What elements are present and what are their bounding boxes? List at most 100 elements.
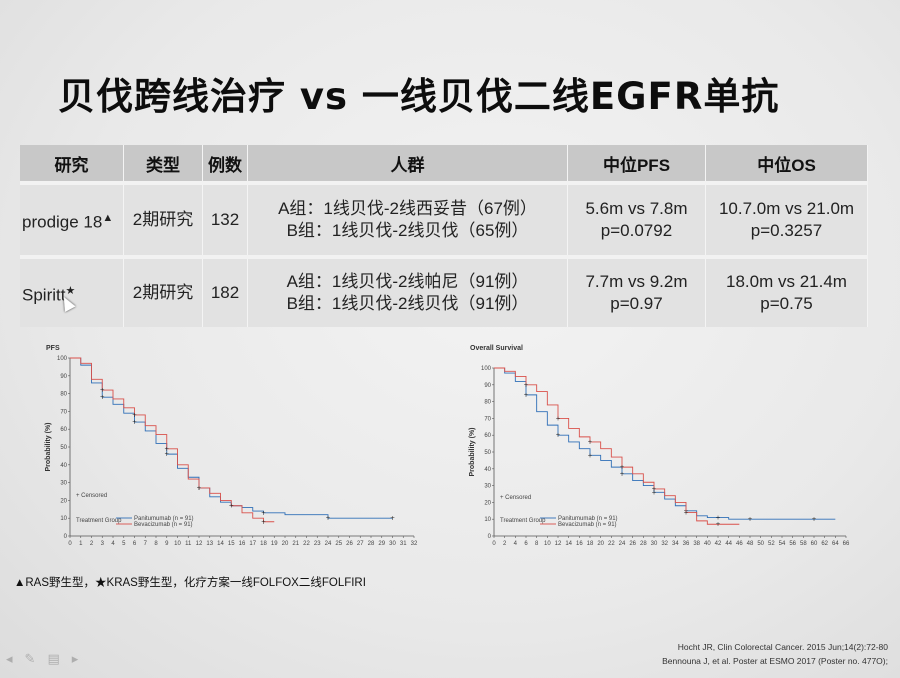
- pfs-value: 5.6m vs 7.8m: [585, 199, 688, 218]
- x-tick-label: 54: [779, 541, 786, 547]
- x-tick-label: 10: [174, 541, 181, 547]
- pen-icon[interactable]: ✎: [24, 652, 36, 667]
- x-tick-label: 23: [314, 541, 321, 547]
- type-cell: 2期研究: [123, 255, 203, 327]
- os-p: p=0.75: [760, 294, 813, 313]
- os-value: 10.7.0m vs 21.0m: [718, 199, 855, 218]
- prev-slide-icon[interactable]: ◂: [6, 652, 13, 667]
- legend-entry: Panitumumab (n = 91): [558, 516, 618, 522]
- x-tick-label: 24: [325, 541, 332, 547]
- population-a: A组：1线贝伐-2线西妥昔（67例）: [278, 199, 537, 218]
- y-tick-label: 60: [60, 427, 67, 433]
- censor-mark: +: [555, 415, 560, 422]
- censor-mark: +: [715, 521, 720, 528]
- x-tick-label: 14: [565, 541, 572, 547]
- population-a: A组：1线贝伐-2线帕尼（91例）: [286, 272, 529, 291]
- x-tick-label: 30: [389, 541, 396, 547]
- x-tick-label: 2: [90, 541, 94, 547]
- x-tick-label: 32: [661, 541, 668, 547]
- censor-mark: +: [196, 485, 201, 492]
- x-tick-label: 40: [704, 541, 711, 547]
- table-row: prodige 18▲ 2期研究 132 A组：1线贝伐-2线西妥昔（67例） B…: [20, 181, 868, 257]
- censor-mark: +: [619, 464, 624, 471]
- x-tick-label: 31: [400, 541, 407, 547]
- os-cell: 18.0m vs 21.4m p=0.75: [705, 255, 868, 327]
- x-tick-label: 0: [68, 541, 72, 547]
- series-line-panitumumab: [494, 367, 836, 520]
- censor-mark: +: [100, 394, 105, 401]
- y-tick-label: 50: [484, 450, 491, 456]
- x-tick-label: 12: [555, 541, 562, 547]
- censor-mark: +: [164, 451, 169, 458]
- x-tick-label: 58: [800, 541, 807, 547]
- censor-mark: +: [811, 516, 816, 523]
- censor-mark: +: [587, 439, 592, 446]
- x-tick-label: 19: [271, 541, 278, 547]
- y-tick-label: 10: [60, 516, 67, 522]
- y-tick-label: 40: [484, 467, 491, 473]
- study-name: prodige 18: [22, 212, 103, 232]
- y-tick-label: 70: [484, 416, 491, 422]
- x-tick-label: 62: [821, 541, 828, 547]
- legend-title: Treatment Group: [76, 518, 122, 524]
- x-tick-label: 28: [368, 541, 375, 547]
- censor-mark: +: [747, 516, 752, 523]
- x-tick-label: 0: [492, 541, 496, 547]
- n-cell: 132: [202, 181, 248, 257]
- x-tick-label: 22: [608, 541, 615, 547]
- y-tick-label: 90: [60, 374, 67, 380]
- os-value: 18.0m vs 21.4m: [726, 272, 847, 291]
- x-tick-label: 48: [747, 541, 754, 547]
- slide-title: 贝伐跨线治疗 vs 一线贝伐二线EGFR单抗: [58, 75, 780, 118]
- header-n: 例数: [202, 145, 248, 183]
- x-tick-label: 13: [206, 541, 213, 547]
- legend-entry: Panitumumab (n = 91): [134, 516, 194, 522]
- next-slide-icon[interactable]: ▸: [71, 652, 79, 667]
- x-tick-label: 15: [228, 541, 235, 547]
- x-tick-label: 36: [683, 541, 690, 547]
- footnote: ▲RAS野生型，★KRAS野生型，化疗方案一线FOLFOX二线FOLFIRI: [14, 577, 366, 589]
- x-tick-label: 52: [768, 541, 775, 547]
- study-name: Spiritt: [22, 285, 66, 305]
- y-tick-label: 30: [60, 481, 67, 487]
- x-tick-label: 38: [693, 541, 700, 547]
- x-tick-label: 25: [335, 541, 342, 547]
- censored-annotation: + Censored: [500, 495, 531, 501]
- x-tick-label: 26: [346, 541, 353, 547]
- slides-menu-icon[interactable]: ▤: [47, 652, 60, 667]
- x-tick-label: 8: [154, 541, 158, 547]
- x-tick-label: 28: [640, 541, 647, 547]
- x-tick-label: 16: [239, 541, 246, 547]
- x-tick-label: 16: [576, 541, 583, 547]
- x-tick-label: 22: [303, 541, 310, 547]
- censor-mark: +: [651, 486, 656, 493]
- os-cell: 10.7.0m vs 21.0m p=0.3257: [705, 181, 868, 257]
- censor-mark: +: [555, 432, 560, 439]
- study-mark: ▲: [102, 211, 114, 224]
- x-tick-label: 2: [503, 541, 507, 547]
- y-tick-label: 100: [481, 366, 492, 372]
- x-tick-label: 56: [789, 541, 796, 547]
- x-tick-label: 4: [514, 541, 518, 547]
- y-axis-label: Probability (%): [469, 427, 476, 476]
- censor-mark: +: [619, 471, 624, 478]
- chart-title: Overall Survival: [470, 345, 523, 352]
- y-tick-label: 60: [484, 433, 491, 439]
- y-tick-label: 80: [484, 400, 491, 406]
- population-b: B组：1线贝伐-2线贝伐（65例）: [286, 221, 529, 240]
- censor-mark: +: [715, 515, 720, 522]
- legend-entry: Bevacizumab (n = 91): [558, 522, 617, 528]
- censor-mark: +: [132, 412, 137, 419]
- censored-annotation: + Censored: [76, 493, 107, 499]
- x-tick-label: 27: [357, 541, 364, 547]
- presentation-toolbar: ◂ ✎ ▤ ▸: [6, 652, 78, 667]
- x-tick-label: 26: [629, 541, 636, 547]
- x-tick-label: 50: [757, 541, 764, 547]
- x-tick-label: 7: [144, 541, 148, 547]
- study-mark: ★: [65, 284, 76, 297]
- x-tick-label: 20: [282, 541, 289, 547]
- legend-title: Treatment Group: [500, 518, 546, 524]
- table-row: Spiritt★ 2期研究 182 A组：1线贝伐-2线帕尼（91例） B组：1线…: [20, 255, 868, 327]
- censor-mark: +: [651, 489, 656, 496]
- x-tick-label: 24: [619, 541, 626, 547]
